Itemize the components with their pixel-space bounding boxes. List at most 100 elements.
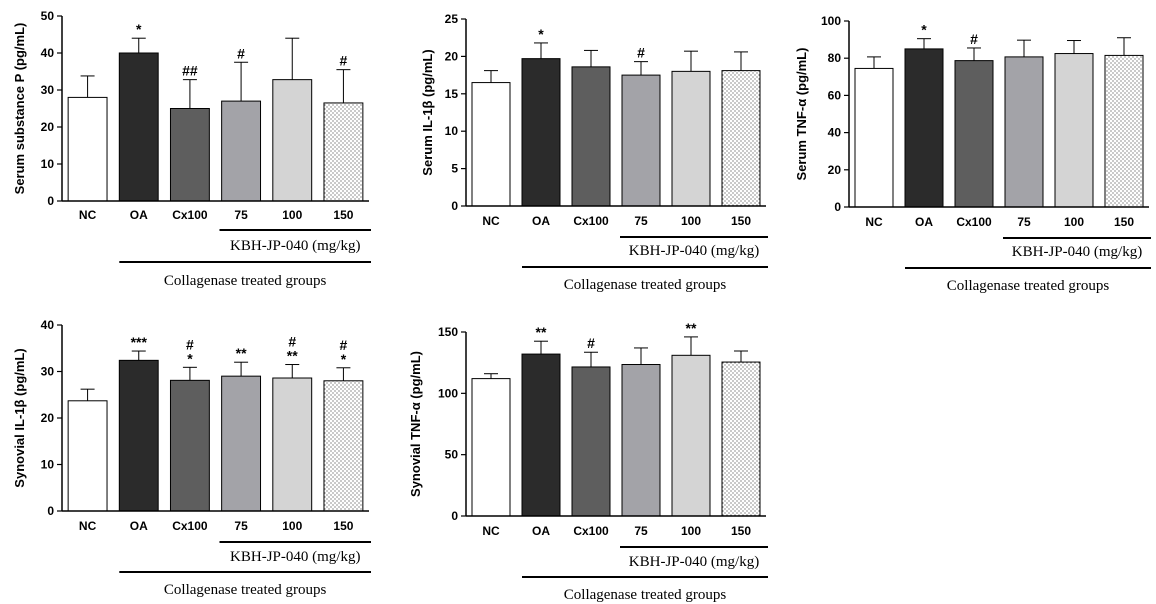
group-label: Collagenase treated groups (564, 277, 727, 293)
bar (471, 378, 511, 517)
bar (169, 108, 210, 202)
category-label: NC (482, 214, 500, 228)
dose-label: KBH-JP-040 (mg/kg) (629, 243, 759, 259)
category-label: 100 (282, 519, 302, 533)
category-label: 100 (681, 524, 701, 538)
chart-panel-3: NC * OA # Cx100 75 100 150 0 20 40 60 80 100 Serum TNF… (794, 14, 1151, 294)
significance-label: ** (236, 345, 247, 361)
y-tick-label: 15 (445, 87, 459, 101)
y-tick-label: 150 (438, 325, 458, 339)
y-axis-label: Serum substance P (pg/mL) (12, 23, 27, 195)
bar (67, 400, 108, 512)
bar (671, 70, 711, 207)
y-tick-label: 30 (41, 83, 55, 97)
bar (118, 359, 159, 512)
category-label: Cx100 (956, 215, 992, 229)
category-label: 75 (634, 214, 648, 228)
category-label: 150 (731, 524, 751, 538)
significance-label: # (340, 337, 348, 353)
significance-label: ** (287, 348, 298, 364)
significance-label: ** (686, 320, 697, 336)
y-tick-label: 40 (828, 126, 842, 140)
y-tick-label: 80 (828, 51, 842, 65)
category-label: 75 (1017, 215, 1031, 229)
y-axis-label: Serum IL-1β (pg/mL) (420, 49, 435, 175)
y-tick-label: 40 (41, 318, 55, 332)
bar (521, 58, 561, 207)
y-tick-label: 60 (828, 88, 842, 102)
y-tick-label: 50 (41, 9, 55, 23)
significance-label: # (970, 31, 978, 47)
category-label: OA (130, 519, 148, 533)
group-label: Collagenase treated groups (564, 587, 727, 603)
significance-label: * (341, 351, 347, 367)
group-label: Collagenase treated groups (164, 273, 327, 289)
bar (571, 366, 611, 517)
category-label: 150 (333, 208, 353, 222)
y-tick-label: 40 (41, 46, 55, 60)
bar (471, 82, 511, 207)
significance-label: # (237, 45, 245, 61)
y-tick-label: 20 (445, 49, 459, 63)
dose-label: KBH-JP-040 (mg/kg) (629, 554, 759, 570)
category-label: Cx100 (573, 214, 609, 228)
bar (323, 380, 364, 512)
category-label: 150 (333, 519, 353, 533)
y-tick-label: 20 (41, 120, 55, 134)
category-label: NC (79, 208, 97, 222)
y-axis-label: Synovial IL-1β (pg/mL) (12, 348, 27, 487)
significance-label: * (187, 350, 193, 366)
bar (221, 375, 262, 512)
bar (621, 74, 661, 207)
category-label: OA (532, 214, 550, 228)
group-label: Collagenase treated groups (164, 582, 327, 598)
category-label: 75 (234, 519, 248, 533)
bar (118, 52, 159, 202)
significance-label: * (538, 26, 544, 42)
y-tick-label: 5 (451, 162, 458, 176)
significance-label: * (921, 22, 927, 38)
category-label: Cx100 (573, 524, 609, 538)
y-tick-label: 100 (821, 14, 841, 28)
chart-panel-1: NC * OA ## Cx100 #75 100 #150 0 10 20 30 40 50 Serum s… (12, 9, 371, 289)
bar (67, 96, 108, 202)
y-tick-label: 0 (451, 199, 458, 213)
y-tick-label: 20 (828, 163, 842, 177)
category-label: Cx100 (172, 519, 208, 533)
significance-label: # (186, 336, 194, 352)
bar (671, 354, 711, 517)
group-label: Collagenase treated groups (947, 278, 1110, 294)
category-label: 75 (634, 524, 648, 538)
significance-label: *** (131, 334, 148, 350)
bar (854, 67, 894, 208)
bar (954, 60, 994, 208)
y-tick-label: 10 (41, 458, 55, 472)
y-tick-label: 0 (451, 509, 458, 523)
significance-label: * (136, 21, 142, 37)
category-label: 150 (731, 214, 751, 228)
category-label: NC (482, 524, 500, 538)
bar (1104, 54, 1144, 208)
category-label: OA (532, 524, 550, 538)
category-label: 100 (1064, 215, 1084, 229)
category-label: 100 (681, 214, 701, 228)
category-label: NC (79, 519, 97, 533)
significance-label: ** (536, 324, 547, 340)
category-label: OA (915, 215, 933, 229)
chart-panel-2: NC * OA Cx100 #75 100 150 0 5 10 15 20 25 Serum IL-1β… (420, 12, 768, 293)
y-tick-label: 0 (834, 200, 841, 214)
bar (904, 48, 944, 208)
dose-label: KBH-JP-040 (mg/kg) (1012, 244, 1142, 260)
y-axis-label: Synovial TNF-α (pg/mL) (408, 351, 423, 497)
category-label: 75 (234, 208, 248, 222)
y-tick-label: 25 (445, 12, 459, 26)
y-tick-label: 20 (41, 411, 55, 425)
bar (323, 102, 364, 202)
category-label: 100 (282, 208, 302, 222)
category-label: NC (865, 215, 883, 229)
y-tick-label: 0 (47, 504, 54, 518)
bar (1054, 53, 1094, 208)
bar (521, 353, 561, 517)
y-tick-label: 0 (47, 194, 54, 208)
